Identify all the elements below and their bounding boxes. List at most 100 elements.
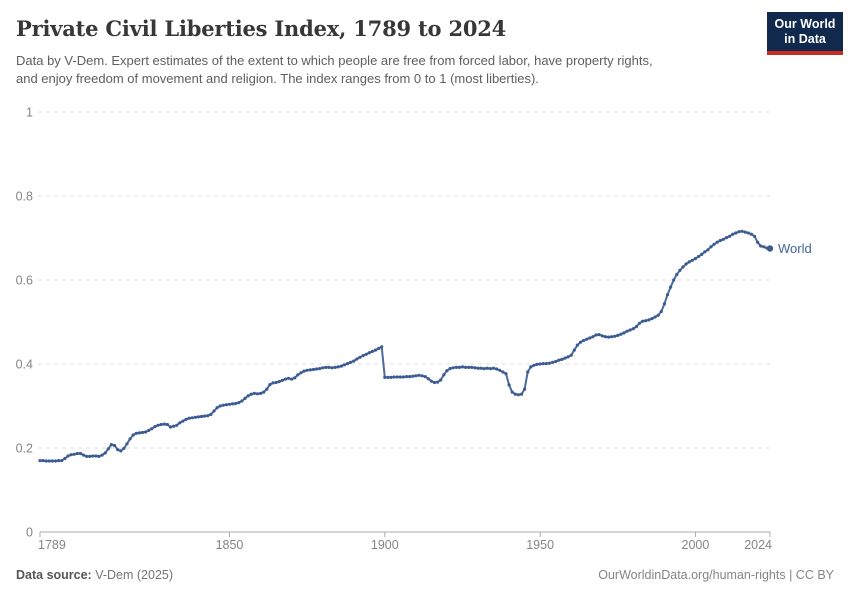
data-point-marker bbox=[94, 454, 98, 458]
data-point-marker bbox=[516, 393, 521, 397]
data-point-marker bbox=[616, 333, 620, 337]
x-axis-tick-label: 2000 bbox=[682, 538, 710, 552]
data-point-marker bbox=[383, 375, 387, 379]
data-point-marker bbox=[361, 354, 365, 358]
data-point-marker bbox=[554, 359, 558, 364]
data-point-marker bbox=[339, 364, 343, 368]
data-point-marker bbox=[724, 236, 729, 240]
data-point-marker bbox=[519, 392, 524, 396]
y-axis-tick-label: 0.6 bbox=[16, 274, 33, 288]
data-point-marker bbox=[650, 317, 654, 321]
subtitle-line-2: and enjoy freedom of movement and religi… bbox=[16, 70, 539, 86]
data-point-marker bbox=[681, 265, 685, 269]
data-point-marker bbox=[308, 368, 312, 372]
data-point-marker bbox=[318, 367, 322, 371]
data-point-marker bbox=[575, 343, 580, 347]
y-axis-tick-label: 0.8 bbox=[16, 190, 33, 204]
data-point-marker bbox=[66, 454, 70, 458]
world-series-line[interactable] bbox=[40, 230, 771, 462]
data-point-marker bbox=[240, 399, 244, 403]
subtitle-line-1: Data by V-Dem. Expert estimates of the e… bbox=[16, 53, 653, 68]
data-point-marker bbox=[147, 428, 151, 432]
data-point-marker bbox=[128, 437, 132, 441]
data-point-marker bbox=[721, 237, 726, 241]
data-point-marker bbox=[622, 331, 626, 335]
data-point-marker bbox=[501, 370, 505, 374]
data-point-marker bbox=[113, 443, 117, 448]
data-point-marker bbox=[296, 373, 300, 377]
data-point-marker bbox=[700, 252, 704, 256]
data-point-marker bbox=[625, 329, 629, 333]
data-point-marker bbox=[81, 453, 86, 457]
credit-link[interactable]: OurWorldinData.org/human-rights | CC BY bbox=[598, 568, 834, 582]
data-point-marker bbox=[495, 367, 499, 371]
data-point-marker bbox=[491, 366, 496, 370]
data-point-marker bbox=[268, 383, 272, 387]
data-point-marker bbox=[88, 454, 92, 458]
data-point-marker bbox=[224, 403, 228, 407]
data-point-marker bbox=[631, 327, 635, 331]
data-point-marker bbox=[669, 285, 673, 289]
data-point-marker bbox=[199, 414, 204, 419]
data-point-marker bbox=[72, 452, 76, 456]
data-point-marker bbox=[265, 387, 269, 391]
x-axis-tick-label: 1789 bbox=[38, 538, 66, 552]
data-point-marker bbox=[637, 321, 642, 325]
owid-logo[interactable]: Our World in Data bbox=[767, 12, 843, 55]
data-point-marker bbox=[523, 387, 527, 391]
x-axis-tick-label: 1900 bbox=[371, 538, 399, 552]
data-point-marker bbox=[756, 240, 760, 244]
data-point-marker bbox=[302, 369, 306, 373]
data-point-marker bbox=[569, 353, 573, 357]
data-source-label: Data source: bbox=[16, 568, 92, 582]
data-point-marker bbox=[432, 380, 437, 385]
x-axis-tick-label: 1850 bbox=[216, 538, 244, 552]
data-point-marker bbox=[426, 377, 430, 381]
data-point-marker bbox=[470, 365, 474, 369]
y-axis-tick-label: 0.4 bbox=[16, 358, 33, 372]
page-title: Private Civil Liberties Index, 1789 to 2… bbox=[16, 16, 507, 41]
data-point-marker bbox=[687, 260, 691, 264]
data-point-marker bbox=[457, 365, 461, 369]
data-point-marker bbox=[311, 367, 315, 372]
data-point-marker bbox=[97, 454, 101, 458]
data-point-marker bbox=[529, 365, 533, 369]
data-point-marker bbox=[482, 367, 486, 371]
data-point-marker bbox=[57, 459, 61, 463]
data-point-marker bbox=[606, 335, 611, 339]
data-point-marker bbox=[591, 335, 595, 339]
data-point-marker bbox=[38, 459, 42, 463]
data-point-marker bbox=[448, 367, 452, 371]
data-point-marker bbox=[662, 302, 667, 306]
data-point-marker bbox=[330, 366, 334, 370]
data-point-marker bbox=[442, 373, 446, 377]
data-point-marker bbox=[305, 368, 309, 372]
data-point-marker bbox=[746, 231, 750, 235]
data-point-marker bbox=[196, 415, 200, 419]
data-point-marker bbox=[156, 423, 160, 427]
data-point-marker bbox=[119, 449, 123, 453]
data-point-marker bbox=[759, 244, 763, 248]
data-point-marker bbox=[551, 360, 555, 364]
data-point-marker bbox=[712, 242, 716, 246]
data-point-marker bbox=[109, 443, 113, 447]
data-point-marker bbox=[168, 425, 173, 429]
data-point-marker bbox=[125, 442, 129, 446]
data-point-marker bbox=[485, 366, 489, 370]
data-point-marker bbox=[451, 366, 455, 370]
data-point-marker bbox=[405, 375, 409, 379]
data-point-marker bbox=[535, 362, 539, 366]
data-point-marker bbox=[417, 373, 421, 377]
data-point-marker bbox=[672, 278, 676, 282]
data-point-marker bbox=[274, 380, 278, 385]
data-point-marker bbox=[594, 333, 598, 337]
data-point-marker bbox=[634, 325, 639, 329]
data-point-marker bbox=[510, 390, 514, 394]
data-point-marker bbox=[647, 318, 651, 322]
data-point-marker bbox=[203, 414, 207, 418]
data-point-marker bbox=[588, 336, 592, 340]
data-point-marker bbox=[293, 376, 297, 380]
data-point-marker bbox=[603, 335, 608, 339]
